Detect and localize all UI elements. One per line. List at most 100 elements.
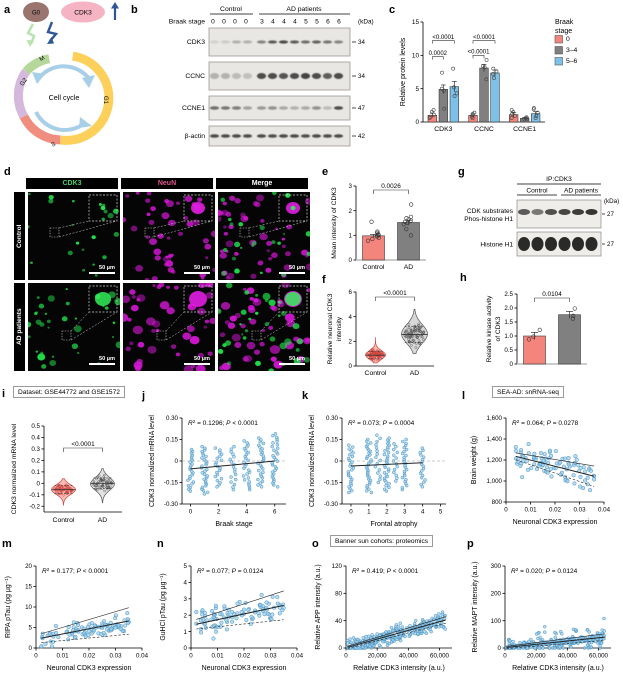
- data-point: [400, 485, 405, 490]
- data-point: [256, 477, 260, 482]
- data-point: [116, 623, 121, 628]
- data-point: [375, 452, 379, 456]
- data-point: [259, 438, 263, 442]
- data-point: [418, 450, 422, 455]
- data-point: [229, 447, 234, 451]
- legend-swatch: [554, 57, 563, 66]
- data-point: [395, 464, 399, 469]
- y-tick: 0: [29, 645, 33, 652]
- x-tick: 0.02: [83, 653, 96, 660]
- y-tick: 4: [349, 314, 353, 321]
- data-point: [200, 471, 205, 475]
- data-point: [407, 634, 412, 639]
- data-point: [275, 442, 280, 447]
- data-point: [509, 108, 514, 112]
- panel-m-letter: m: [2, 538, 12, 550]
- x-tick: 0: [189, 653, 193, 660]
- data-point: [109, 626, 114, 631]
- data-point: [403, 219, 408, 224]
- data-point: [205, 467, 209, 472]
- data-point: [573, 628, 578, 632]
- data-point: [492, 76, 496, 80]
- data-point: [523, 116, 528, 120]
- data-point: [517, 646, 521, 650]
- data-point: [589, 640, 594, 645]
- data-point: [205, 490, 210, 495]
- data-point: [365, 238, 371, 243]
- p-value-label: <0.0001: [432, 35, 455, 41]
- data-point: [246, 607, 251, 613]
- braak-value: 0: [211, 19, 215, 26]
- data-point: [228, 457, 233, 462]
- data-point: [60, 484, 64, 488]
- blot-band: [322, 134, 333, 138]
- data-point: [592, 477, 597, 482]
- y-tick: 10: [25, 604, 32, 611]
- data-point: [242, 439, 246, 443]
- data-point: [377, 468, 382, 472]
- data-point: [549, 453, 554, 458]
- data-point: [219, 620, 224, 625]
- panel-d-letter: d: [4, 166, 11, 178]
- data-point: [56, 635, 61, 640]
- data-point: [372, 348, 376, 352]
- chart-h-svg: 0 0.5 1.0 1.5 2.0 2.5 0.0104 Relative kinase ac…: [486, 291, 587, 368]
- data-point: [394, 456, 399, 460]
- data-point: [242, 478, 247, 482]
- data-point: [511, 639, 515, 644]
- kda-header-b: (kDa): [358, 19, 374, 26]
- data-point: [371, 644, 376, 648]
- data-point: [531, 334, 536, 339]
- data-point: [433, 613, 438, 618]
- y-axis-label-h1: Relative kinase activity: [486, 295, 493, 362]
- blot-g-row-name2: Phos-histone H1: [464, 216, 513, 223]
- data-point: [526, 337, 532, 342]
- data-point: [452, 85, 456, 90]
- data-point: [387, 482, 391, 486]
- data-point: [125, 611, 130, 616]
- data-point: [107, 477, 111, 481]
- blot-band: [231, 40, 242, 44]
- x-tick: AD: [404, 264, 414, 271]
- data-point: [215, 485, 219, 489]
- panel-o-dataset-label: Banner sun cohorts: proteomics: [330, 535, 434, 547]
- data-point: [95, 477, 98, 481]
- blot-band: [518, 237, 530, 251]
- data-point: [589, 645, 593, 649]
- data-point: [553, 646, 557, 650]
- kda-header-g: (kDa): [604, 198, 619, 205]
- data-point: [376, 231, 381, 237]
- data-point: [270, 612, 275, 617]
- data-point: [394, 473, 398, 478]
- data-point: [346, 456, 351, 461]
- panel-c-letter: c: [389, 4, 396, 16]
- data-point: [406, 332, 410, 336]
- data-point: [404, 215, 409, 221]
- data-point: [578, 484, 583, 489]
- data-point: [224, 627, 229, 632]
- panel-i-dataset-box: Dataset: GSE44772 and GSE1572: [13, 386, 125, 398]
- x-tick: 1: [367, 509, 371, 516]
- data-point: [96, 476, 99, 479]
- p-value-label: 0.0026: [381, 183, 401, 190]
- y-tick: 1,200: [487, 457, 503, 464]
- data-point: [562, 641, 566, 646]
- cell-cycle-ring: [13, 51, 114, 145]
- data-point: [395, 476, 399, 480]
- y-tick: 1,600: [487, 415, 503, 422]
- data-point: [200, 485, 205, 490]
- data-point: [259, 485, 264, 489]
- data-point: [532, 106, 536, 110]
- data-point: [375, 354, 379, 358]
- data-point: [345, 638, 350, 643]
- data-point: [413, 325, 416, 329]
- stat-annotation: R2 = 0.020; P = 0.0124: [511, 567, 578, 576]
- legend-label: 5–6: [566, 58, 578, 65]
- legend-label: 0: [566, 36, 570, 43]
- y-tick: 20: [25, 563, 32, 570]
- blot-band: [311, 40, 322, 44]
- phase-label-m: M: [39, 55, 46, 63]
- blot-band: [267, 40, 278, 44]
- blot-band: [300, 73, 311, 79]
